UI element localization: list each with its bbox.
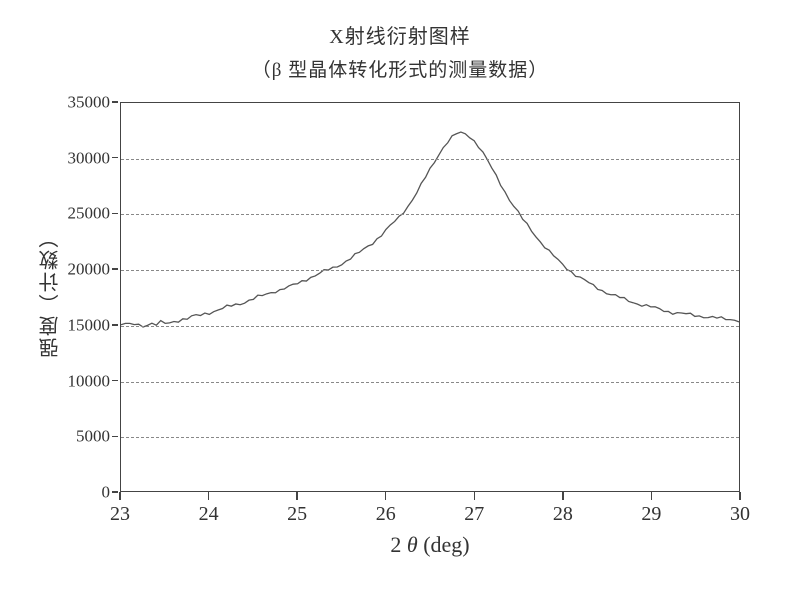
x-axis-two: 2	[390, 532, 401, 557]
chart-container: X射线衍射图样 （β 型晶体转化形式的测量数据） 强度（计数） 2 θ (deg…	[0, 0, 800, 602]
y-tick	[112, 101, 118, 103]
x-tick-label: 27	[464, 504, 484, 524]
gridline-h	[121, 382, 739, 383]
chart-subtitle: （β 型晶体转化形式的测量数据）	[0, 55, 800, 82]
x-axis-title: 2 θ (deg)	[390, 532, 469, 558]
y-tick	[112, 268, 118, 270]
gridline-h	[121, 270, 739, 271]
gridline-h	[121, 326, 739, 327]
x-tick-label: 29	[641, 504, 661, 524]
x-tick	[739, 492, 741, 500]
x-tick-label: 28	[553, 504, 573, 524]
y-axis-title: 强度（计数）	[36, 226, 65, 358]
x-tick	[651, 492, 653, 500]
y-tick	[112, 436, 118, 438]
y-tick-label: 35000	[46, 94, 110, 111]
x-axis-unit: (deg)	[423, 532, 469, 557]
y-tick-label: 20000	[46, 261, 110, 278]
y-tick	[112, 491, 118, 493]
plot-area	[120, 102, 740, 492]
chart-title: X射线衍射图样	[0, 20, 800, 49]
y-tick	[112, 324, 118, 326]
x-tick-label: 24	[199, 504, 219, 524]
y-tick-label: 0	[46, 484, 110, 501]
xrd-curve	[121, 103, 739, 491]
x-tick-label: 26	[376, 504, 396, 524]
y-tick-label: 25000	[46, 205, 110, 222]
x-tick-label: 30	[730, 504, 750, 524]
chart-wrap: 强度（计数） 2 θ (deg) 0 5000 10000 15000 20000 250…	[30, 92, 770, 572]
x-tick	[208, 492, 210, 500]
x-tick	[474, 492, 476, 500]
y-tick	[112, 213, 118, 215]
x-tick-label: 25	[287, 504, 307, 524]
gridline-h	[121, 214, 739, 215]
y-tick-label: 10000	[46, 372, 110, 389]
y-tick-label: 30000	[46, 149, 110, 166]
x-axis-theta: θ	[407, 532, 418, 557]
x-tick	[296, 492, 298, 500]
y-tick-label: 5000	[46, 428, 110, 445]
y-tick	[112, 380, 118, 382]
x-tick	[385, 492, 387, 500]
title-block: X射线衍射图样 （β 型晶体转化形式的测量数据）	[0, 20, 800, 82]
y-tick	[112, 157, 118, 159]
x-tick	[562, 492, 564, 500]
gridline-h	[121, 437, 739, 438]
x-tick	[119, 492, 121, 500]
y-tick-label: 15000	[46, 316, 110, 333]
gridline-h	[121, 159, 739, 160]
x-tick-label: 23	[110, 504, 130, 524]
